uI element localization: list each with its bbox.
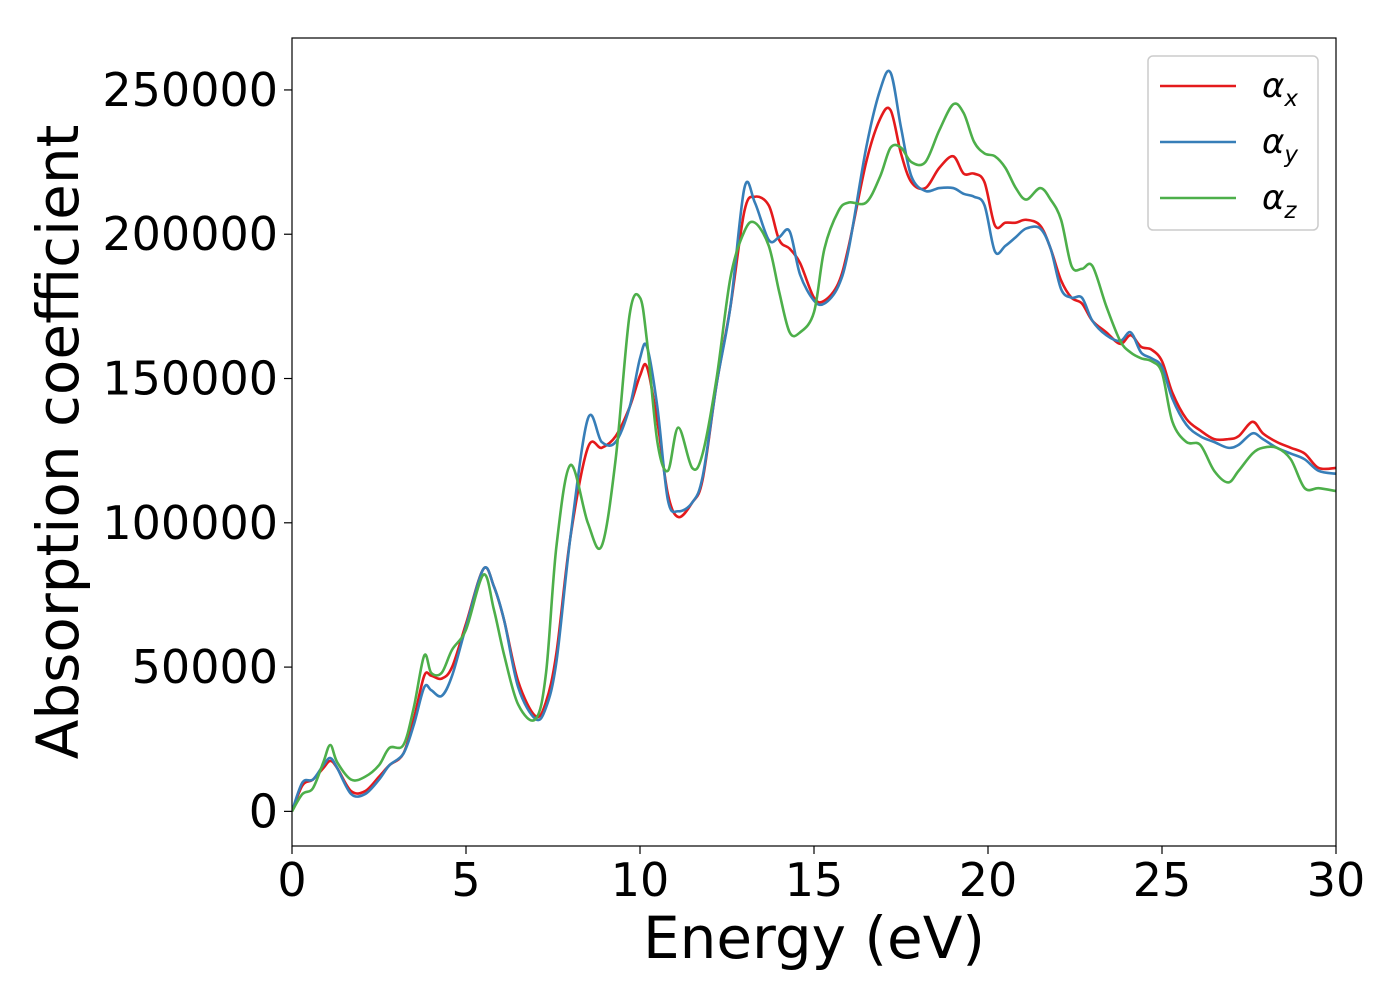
- legend: αx αy αz: [1147, 55, 1319, 231]
- y-axis: 0 50000 100000 150000 200000 250000: [102, 63, 292, 838]
- y-tick-label: 150000: [102, 352, 278, 406]
- x-axis-title: Energy (eV): [643, 904, 985, 972]
- x-tick-label: 15: [785, 853, 844, 907]
- y-axis-title: Absorption coefficient: [24, 125, 92, 760]
- x-tick-label: 30: [1307, 853, 1366, 907]
- x-tick-label: 25: [1133, 853, 1192, 907]
- y-tick-label: 250000: [102, 63, 278, 117]
- series-layer: [292, 69, 1336, 813]
- legend-label-z: αz: [1262, 178, 1297, 224]
- x-tick-label: 5: [451, 853, 480, 907]
- y-tick-label: 50000: [132, 640, 278, 694]
- x-tick-label: 10: [611, 853, 670, 907]
- series-line-x: [292, 106, 1336, 812]
- y-tick-label: 100000: [102, 496, 278, 550]
- x-tick-label: 20: [959, 853, 1018, 907]
- x-axis: 0 5 10 15 20 25 30: [277, 846, 1365, 907]
- y-tick-label: 200000: [102, 207, 278, 261]
- y-tick-label: 0: [249, 784, 278, 838]
- legend-label-y: αy: [1262, 122, 1298, 168]
- legend-label-x: αx: [1262, 66, 1298, 112]
- x-tick-label: 0: [277, 853, 306, 907]
- series-line-y: [292, 69, 1336, 812]
- series-line-z: [292, 102, 1336, 813]
